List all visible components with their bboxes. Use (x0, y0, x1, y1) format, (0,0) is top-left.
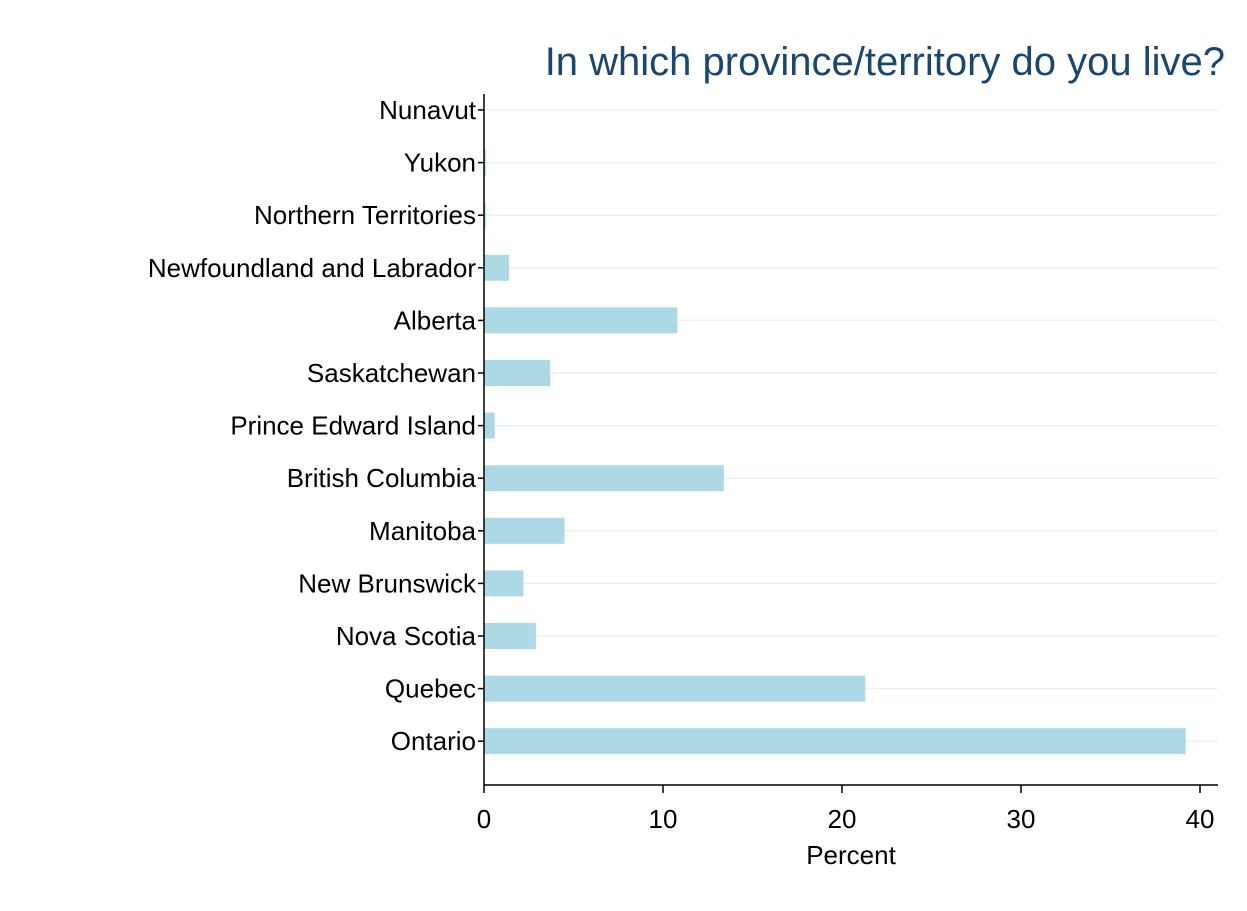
bars (484, 149, 1186, 755)
category-label: Nunavut (379, 95, 477, 125)
category-label: Saskatchewan (307, 358, 476, 388)
x-tick-labels: 0 10 20 30 40 (477, 804, 1215, 834)
category-label: New Brunswick (298, 568, 477, 598)
category-label: Newfoundland and Labrador (148, 253, 476, 283)
category-label: Manitoba (369, 516, 476, 546)
bar-quebec (484, 675, 866, 702)
bar-yukon (484, 149, 486, 176)
bar-prince-edward-island (484, 412, 495, 439)
category-label: Prince Edward Island (230, 411, 476, 441)
bar-northern-territories (484, 202, 486, 229)
x-tick-label: 0 (477, 804, 491, 834)
bar-nova-scotia (484, 623, 536, 649)
category-label: Yukon (404, 148, 476, 178)
x-tick-label: 30 (1007, 804, 1036, 834)
bar-saskatchewan (484, 360, 551, 386)
axes (478, 94, 1218, 793)
x-tick-label: 10 (649, 804, 678, 834)
bar-newfoundland-and-labrador (484, 254, 510, 281)
bar-ontario (484, 728, 1186, 755)
category-label: Ontario (391, 726, 476, 756)
bar-new-brunswick (484, 570, 524, 597)
x-tick-label: 20 (828, 804, 857, 834)
category-label: Nova Scotia (336, 621, 477, 651)
bar-alberta (484, 307, 678, 334)
category-label: British Columbia (287, 463, 477, 493)
chart-title: In which province/territory do you live? (545, 40, 1225, 84)
category-labels: Nunavut Yukon Northern Territories Newfound… (148, 95, 477, 756)
x-axis-title: Percent (806, 840, 896, 870)
x-tick-label: 40 (1186, 804, 1215, 834)
bar-british-columbia (484, 465, 724, 492)
category-label: Northern Territories (254, 200, 476, 230)
category-label: Quebec (385, 674, 476, 704)
category-label: Alberta (394, 305, 477, 335)
bar-manitoba (484, 517, 565, 544)
